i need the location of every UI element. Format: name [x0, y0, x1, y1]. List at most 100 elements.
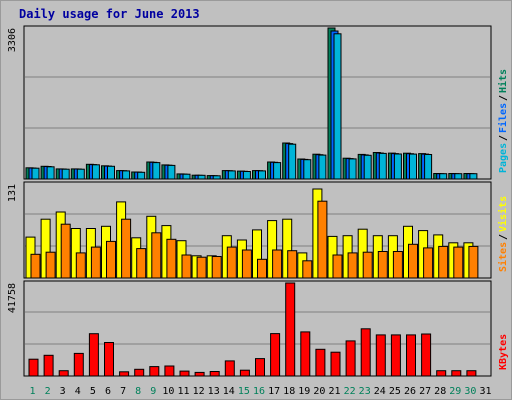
- day-label-22: 22: [344, 386, 356, 397]
- bar-sites-day-29: [453, 246, 464, 279]
- bar-kbytes-day-9: [149, 366, 160, 377]
- bar-pages-day-26: [409, 153, 417, 180]
- bar-kbytes-day-3: [58, 370, 69, 377]
- bar-kbytes-day-17: [270, 333, 281, 377]
- day-label-6: 6: [105, 386, 111, 397]
- day-label-21: 21: [328, 386, 340, 397]
- day-label-17: 17: [268, 386, 280, 397]
- legend-separator: /: [498, 234, 509, 240]
- bar-kbytes-day-10: [164, 365, 175, 377]
- bar-pages-day-28: [439, 173, 448, 180]
- day-label-14: 14: [223, 386, 235, 397]
- bar-pages-day-1: [31, 167, 40, 180]
- bar-kbytes-day-13: [209, 371, 220, 377]
- bar-pages-day-27: [424, 154, 433, 180]
- bar-pages-day-15: [242, 171, 251, 180]
- bar-sites-day-27: [423, 247, 434, 279]
- day-label-28: 28: [434, 386, 446, 397]
- day-label-16: 16: [253, 386, 265, 397]
- legend-visits: Visits: [497, 196, 509, 232]
- bar-pages-day-21: [333, 33, 342, 180]
- bar-kbytes-day-28: [436, 370, 447, 377]
- bar-kbytes-day-20: [315, 348, 326, 377]
- bar-pages-day-30: [469, 173, 478, 180]
- bar-pages-day-8: [137, 171, 146, 180]
- bar-sites-day-18: [287, 250, 298, 279]
- legend-pages: Pages: [498, 143, 509, 173]
- bar-kbytes-day-14: [224, 360, 235, 377]
- day-label-1: 1: [29, 386, 35, 397]
- bar-kbytes-day-30: [466, 370, 477, 377]
- bar-sites-day-20: [317, 200, 328, 279]
- bar-sites-day-9: [151, 232, 162, 279]
- bar-sites-day-1: [30, 253, 41, 279]
- y-max-label-1: 131: [7, 184, 18, 202]
- bar-kbytes-day-19: [300, 331, 311, 377]
- bar-kbytes-day-1: [28, 358, 39, 377]
- day-label-15: 15: [238, 386, 250, 397]
- bar-pages-day-2: [46, 166, 55, 180]
- day-label-5: 5: [90, 386, 96, 397]
- bar-kbytes-day-2: [43, 354, 54, 377]
- bar-kbytes-day-21: [330, 351, 341, 377]
- bar-sites-day-12: [196, 256, 207, 279]
- chart-title: Daily usage for June 2013: [19, 7, 200, 21]
- bar-kbytes-day-8: [134, 368, 145, 377]
- bar-pages-day-12: [197, 174, 206, 180]
- bar-sites-day-14: [226, 246, 237, 279]
- day-label-4: 4: [75, 386, 81, 397]
- bar-sites-day-4: [75, 252, 86, 279]
- day-label-27: 27: [419, 386, 431, 397]
- bar-pages-day-11: [182, 173, 191, 180]
- day-label-25: 25: [389, 386, 401, 397]
- day-label-2: 2: [45, 386, 51, 397]
- bar-pages-day-14: [227, 170, 236, 180]
- bar-kbytes-day-4: [73, 352, 84, 377]
- day-label-19: 19: [298, 386, 310, 397]
- bar-kbytes-day-6: [104, 342, 114, 377]
- bar-kbytes-day-16: [255, 358, 265, 377]
- day-label-26: 26: [404, 386, 416, 397]
- bar-pages-day-3: [61, 168, 70, 180]
- bar-kbytes-day-5: [88, 333, 99, 377]
- bar-pages-day-24: [378, 152, 387, 180]
- bar-sites-day-28: [438, 245, 449, 279]
- legend-hits: Hits: [497, 69, 509, 93]
- bar-kbytes-day-7: [119, 371, 130, 377]
- bar-pages-day-29: [454, 173, 463, 180]
- bar-sites-day-25: [392, 251, 403, 279]
- day-label-29: 29: [449, 386, 461, 397]
- day-label-20: 20: [313, 386, 325, 397]
- bar-pages-day-7: [122, 170, 131, 180]
- bar-pages-day-17: [273, 162, 282, 180]
- bar-pages-day-20: [318, 154, 327, 180]
- bar-sites-day-13: [211, 256, 222, 279]
- bar-pages-day-5: [91, 164, 100, 180]
- bar-pages-day-16: [258, 170, 266, 180]
- bar-sites-day-22: [347, 252, 358, 279]
- day-label-9: 9: [150, 386, 156, 397]
- bar-pages-day-13: [212, 175, 221, 180]
- bar-kbytes-day-12: [194, 371, 205, 377]
- legend-files: Files: [497, 103, 509, 133]
- bar-sites-day-6: [106, 240, 116, 279]
- bar-sites-day-7: [121, 218, 132, 279]
- day-label-3: 3: [60, 386, 66, 397]
- legend-sites: Sites: [497, 242, 509, 272]
- bar-kbytes-day-23: [360, 328, 371, 377]
- day-label-30: 30: [464, 386, 476, 397]
- bar-kbytes-day-26: [406, 334, 416, 377]
- day-label-11: 11: [177, 386, 189, 397]
- y-max-label-2: 41758: [7, 283, 18, 313]
- bar-kbytes-day-27: [421, 333, 432, 377]
- bar-sites-day-16: [257, 258, 267, 279]
- day-label-12: 12: [193, 386, 205, 397]
- bar-sites-day-26: [408, 243, 418, 279]
- bar-sites-day-15: [241, 249, 252, 279]
- bar-sites-day-19: [302, 260, 313, 279]
- bar-sites-day-5: [90, 246, 101, 279]
- bar-sites-day-8: [136, 248, 147, 279]
- bar-pages-day-25: [393, 153, 402, 180]
